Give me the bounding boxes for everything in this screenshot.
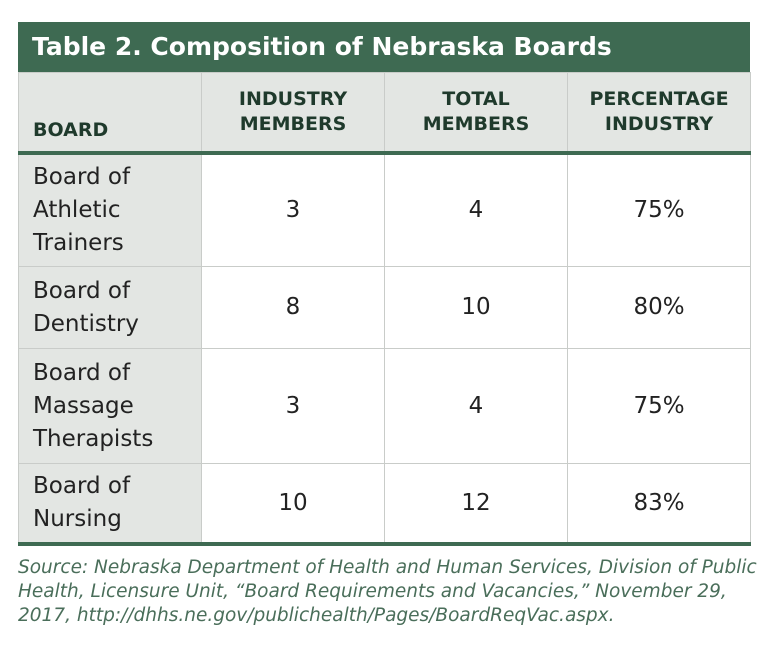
cell-text: 75% xyxy=(633,197,685,223)
table-cell: 10 xyxy=(384,266,568,349)
header-text: PERCENTAGE INDUSTRY xyxy=(589,88,729,135)
cell-text: 75% xyxy=(633,392,685,419)
source-note: Source: Nebraska Department of Health an… xyxy=(18,557,757,626)
cell-text: 10 xyxy=(278,489,308,516)
cell-text: Board of Massage Therapists xyxy=(33,359,154,452)
header-row: BOARD INDUSTRY MEMBERS TOTAL MEMBERS PERCEN… xyxy=(18,72,751,155)
table-cell: 80% xyxy=(567,266,751,349)
cell-text: Board of Nursing xyxy=(33,473,131,532)
table-cell: 3 xyxy=(201,152,385,267)
table-cell: 75% xyxy=(567,152,751,267)
table-row: Board of Dentistry 8 10 80% xyxy=(18,266,751,349)
header-text: TOTAL MEMBERS xyxy=(422,88,530,135)
cell-text: Board of Athletic Trainers xyxy=(33,164,131,256)
cell-text: 3 xyxy=(285,197,301,223)
table-cell: 10 xyxy=(201,463,385,545)
table-cell: Board of Dentistry xyxy=(18,266,202,349)
table-cell: 4 xyxy=(384,348,568,464)
table-row: Board of Nursing 10 12 83% xyxy=(18,463,751,545)
cell-text: 12 xyxy=(461,489,491,516)
cell-text: 8 xyxy=(285,294,301,320)
table-row: Board of Massage Therapists 3 4 75% xyxy=(18,348,751,464)
header-text: BOARD xyxy=(33,119,109,141)
cell-text: Board of Dentistry xyxy=(33,277,139,337)
cell-text: 80% xyxy=(633,294,685,320)
table-row: Board of Athletic Trainers 3 4 75% xyxy=(18,152,751,267)
table: BOARD INDUSTRY MEMBERS TOTAL MEMBERS PERCEN… xyxy=(18,72,751,546)
table-title: Table 2. Composition of Nebraska Boards xyxy=(18,22,750,72)
cell-text: 83% xyxy=(633,489,685,516)
table-cell: 3 xyxy=(201,348,385,464)
cell-text: 4 xyxy=(468,392,484,419)
cell-text: 4 xyxy=(468,197,484,223)
cell-text: 10 xyxy=(461,294,491,320)
table-cell: Board of Athletic Trainers xyxy=(18,152,202,267)
table-cell: 4 xyxy=(384,152,568,267)
header-cell: BOARD xyxy=(18,72,202,155)
table-cell: Board of Massage Therapists xyxy=(18,348,202,464)
table-cell: 12 xyxy=(384,463,568,545)
header-text: INDUSTRY MEMBERS xyxy=(238,88,348,135)
table-body: Board of Athletic Trainers 3 4 75% Board of … xyxy=(18,152,751,545)
cell-text: 3 xyxy=(285,392,301,419)
table-cell: 83% xyxy=(567,463,751,545)
header-cell: PERCENTAGE INDUSTRY xyxy=(567,72,751,155)
table-cell: 8 xyxy=(201,266,385,349)
table-cell: Board of Nursing xyxy=(18,463,202,545)
header-cell: TOTAL MEMBERS xyxy=(384,72,568,155)
table-cell: 75% xyxy=(567,348,751,464)
header-cell: INDUSTRY MEMBERS xyxy=(201,72,385,155)
